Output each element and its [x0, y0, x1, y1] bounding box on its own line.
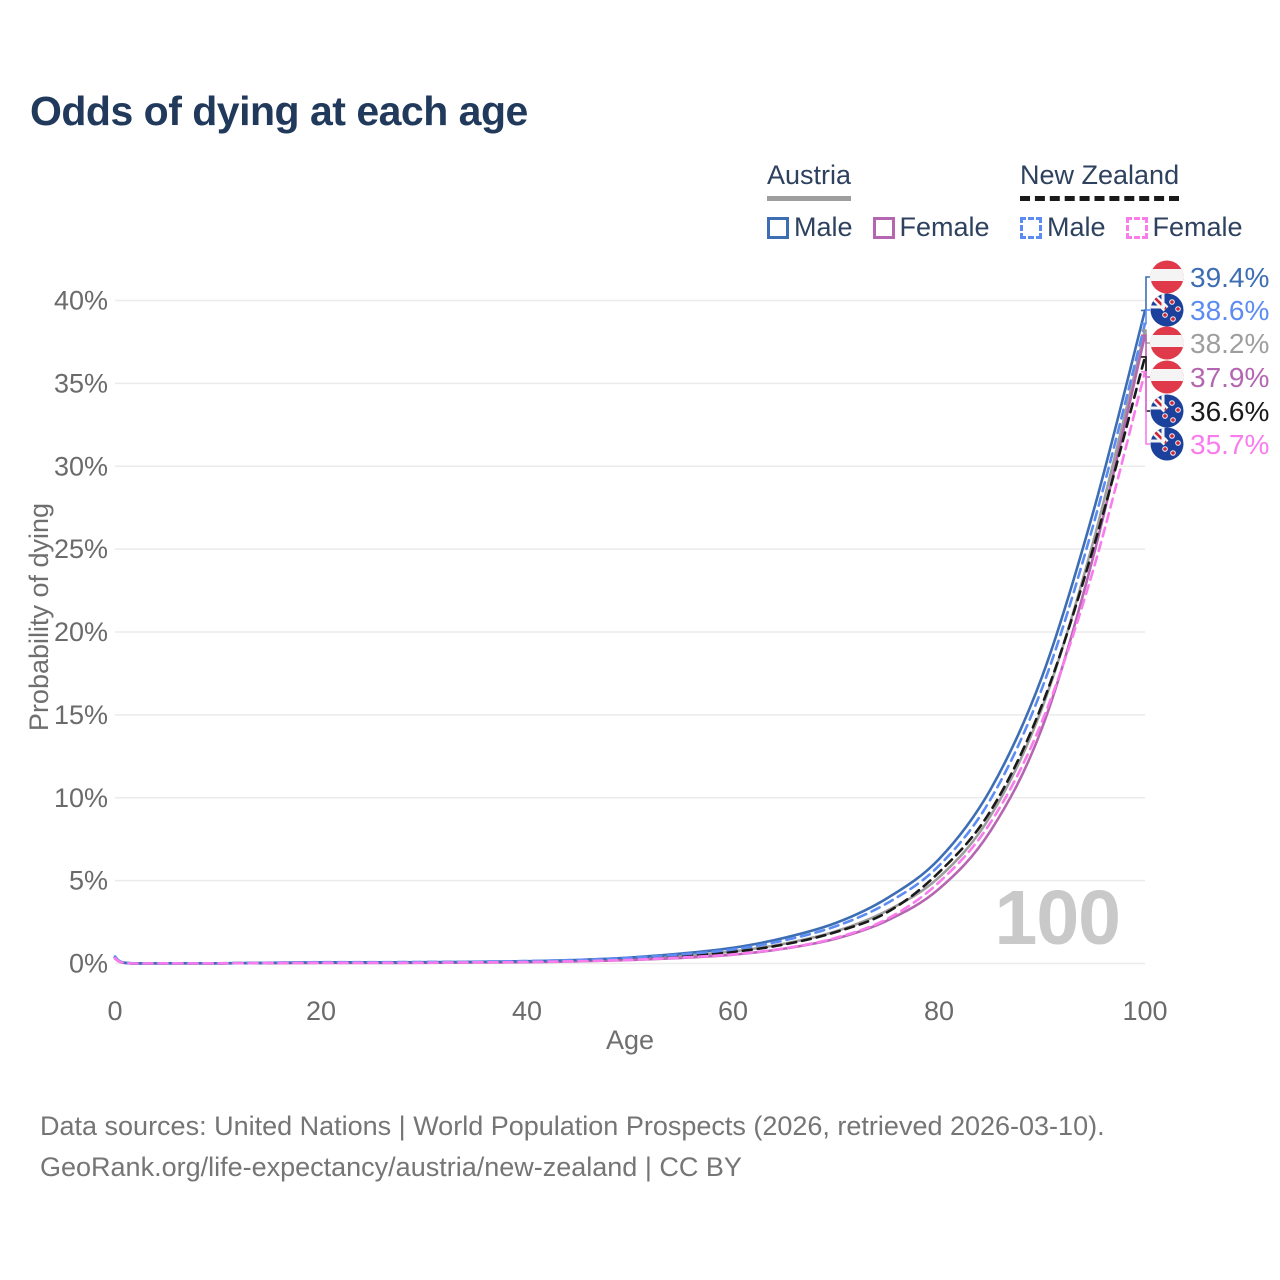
- star: [1170, 316, 1176, 322]
- legend-header-new-zealand: New Zealand: [1020, 160, 1180, 201]
- page-title: Odds of dying at each age: [30, 88, 528, 134]
- legend-item-label: Male: [1047, 212, 1106, 242]
- legend-group-austria: Austria Male Female: [767, 160, 1006, 243]
- footer-attribution: GeoRank.org/life-expectancy/austria/new-…: [40, 1152, 742, 1182]
- flag-art: [1150, 427, 1184, 461]
- flag-art: [1150, 360, 1184, 394]
- end-value-label: 38.6%: [1190, 295, 1269, 326]
- star: [1169, 433, 1175, 439]
- curves: [113, 309, 1147, 965]
- leader-line: [1141, 309, 1150, 325]
- legend-item-nz-female[interactable]: Female: [1125, 212, 1243, 243]
- austria-female-swatch-icon[interactable]: [872, 216, 895, 239]
- legend-item-nz-male[interactable]: Male: [1020, 212, 1106, 243]
- star: [1175, 440, 1181, 446]
- legend-header-austria: Austria: [767, 160, 852, 201]
- leader-line: [1141, 276, 1150, 312]
- age-watermark: 100: [994, 875, 1121, 961]
- legend-item-label: Female: [1152, 212, 1243, 242]
- star: [1170, 417, 1176, 423]
- austria-flag-icon: [1150, 260, 1184, 294]
- footer-data-sources: Data sources: United Nations | World Pop…: [40, 1111, 1105, 1141]
- flag-band: [1150, 335, 1184, 347]
- x-tick-label: 80: [924, 996, 954, 1026]
- y-tick-label: 10%: [54, 783, 108, 813]
- legend-item-austria-female[interactable]: Female: [872, 212, 990, 243]
- end-value-label: 36.6%: [1190, 396, 1269, 427]
- x-tick-label: 100: [1122, 996, 1167, 1026]
- y-tick-label: 0%: [69, 949, 108, 979]
- legend-item-austria-male[interactable]: Male: [767, 212, 853, 243]
- y-tick-label: 20%: [54, 617, 108, 647]
- star: [1169, 400, 1175, 406]
- end-value-label: 38.2%: [1190, 328, 1269, 359]
- legend-row-austria: Male Female: [767, 212, 1006, 243]
- end-value-label: 37.9%: [1190, 362, 1269, 393]
- flag-band: [1150, 369, 1184, 381]
- austria-flag-icon: [1150, 326, 1184, 360]
- y-tick-label: 25%: [54, 534, 108, 564]
- axis-ticks: 0% 5% 10% 15% 20% 25% 30% 35% 40% 0 20 40 60 80 100: [54, 286, 1168, 1027]
- x-tick-label: 60: [718, 996, 748, 1026]
- flag-art: [1150, 394, 1184, 428]
- x-tick-label: 0: [107, 996, 122, 1026]
- new-zealand-flag-icon: [1150, 293, 1184, 327]
- y-tick-label: 40%: [54, 286, 108, 316]
- flag-art: [1150, 293, 1184, 327]
- legend-row-new-zealand: Male Female: [1020, 212, 1259, 243]
- footer: Data sources: United Nations | World Pop…: [40, 1106, 1105, 1188]
- series-line-new-zealand-both-sexes: [113, 355, 1147, 965]
- flag-art: [1150, 326, 1184, 360]
- y-tick-label: 5%: [69, 866, 108, 896]
- new-zealand-flag-icon: [1150, 394, 1184, 428]
- y-axis-title: Probability of dying: [24, 503, 54, 731]
- series-line-austria-male: [113, 309, 1147, 965]
- austria-flag-icon: [1150, 360, 1184, 394]
- legend-item-label: Male: [794, 212, 853, 242]
- x-axis-title: Age: [606, 1025, 654, 1055]
- nz-male-swatch-icon[interactable]: [1020, 216, 1042, 239]
- legend-item-label: Female: [899, 212, 990, 242]
- end-value-label: 35.7%: [1190, 429, 1269, 460]
- star: [1162, 312, 1168, 318]
- star: [1175, 407, 1181, 413]
- y-tick-label: 15%: [54, 700, 108, 730]
- series-line-new-zealand-female: [113, 370, 1147, 965]
- y-tick-label: 35%: [54, 368, 108, 398]
- star: [1169, 299, 1175, 305]
- end-value-label: 39.4%: [1190, 262, 1269, 293]
- austria-male-swatch-icon[interactable]: [767, 216, 789, 239]
- flag-art: [1150, 260, 1184, 294]
- y-tick-label: 30%: [54, 451, 108, 481]
- x-tick-label: 20: [306, 996, 336, 1026]
- flag-band: [1150, 269, 1184, 281]
- new-zealand-flag-icon: [1150, 427, 1184, 461]
- end-labels: 39.4%38.6%38.2%37.9%36.6%35.7%: [1141, 260, 1269, 461]
- star: [1175, 306, 1181, 312]
- leader-line: [1141, 371, 1150, 445]
- series-line-new-zealand-male: [113, 322, 1147, 965]
- star: [1170, 450, 1176, 456]
- legend-group-new-zealand: New Zealand Male Female: [1020, 160, 1259, 243]
- nz-female-swatch-icon[interactable]: [1125, 216, 1148, 239]
- star: [1162, 446, 1168, 452]
- star: [1162, 413, 1168, 419]
- x-tick-label: 40: [512, 996, 542, 1026]
- series-line-austria-female: [113, 334, 1147, 965]
- series-line-austria-both-sexes: [113, 329, 1147, 965]
- gridlines: [115, 299, 1145, 965]
